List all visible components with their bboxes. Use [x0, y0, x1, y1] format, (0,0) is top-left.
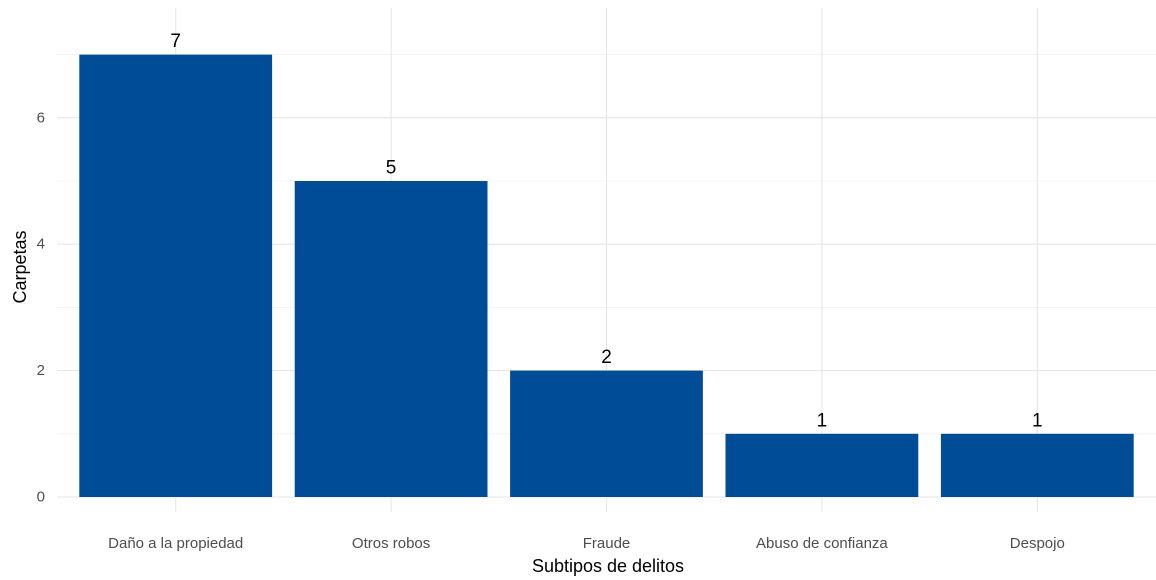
data-label: 2	[601, 347, 612, 368]
x-tick-label: Otros robos	[352, 535, 430, 552]
x-tick-label: Despojo	[1010, 535, 1065, 552]
x-tick-labels: Daño a la propiedad Otros robos Fraude Abus…	[108, 535, 1065, 552]
bar	[940, 433, 1134, 497]
y-tick-labels: 0 2 4 6	[37, 109, 45, 505]
x-tick-label: Fraude	[583, 535, 631, 552]
x-tick-label: Daño a la propiedad	[108, 535, 243, 552]
data-labels: 7 5 2 1 1	[170, 31, 1042, 431]
y-tick-label: 2	[37, 362, 45, 379]
bar	[725, 433, 919, 497]
data-label: 1	[1032, 410, 1043, 431]
y-axis-title: Carpetas	[10, 230, 30, 303]
bar	[510, 370, 703, 497]
bar	[294, 181, 488, 497]
y-tick-label: 4	[37, 236, 45, 253]
y-tick-label: 0	[37, 489, 45, 506]
bar	[79, 54, 273, 497]
data-label: 7	[170, 31, 181, 52]
bars	[79, 54, 1134, 497]
y-tick-label: 6	[37, 109, 45, 126]
x-tick-label: Abuso de confianza	[756, 535, 888, 552]
data-label: 1	[817, 410, 828, 431]
data-label: 5	[386, 158, 397, 179]
x-axis-title: Subtipos de delitos	[532, 556, 684, 576]
